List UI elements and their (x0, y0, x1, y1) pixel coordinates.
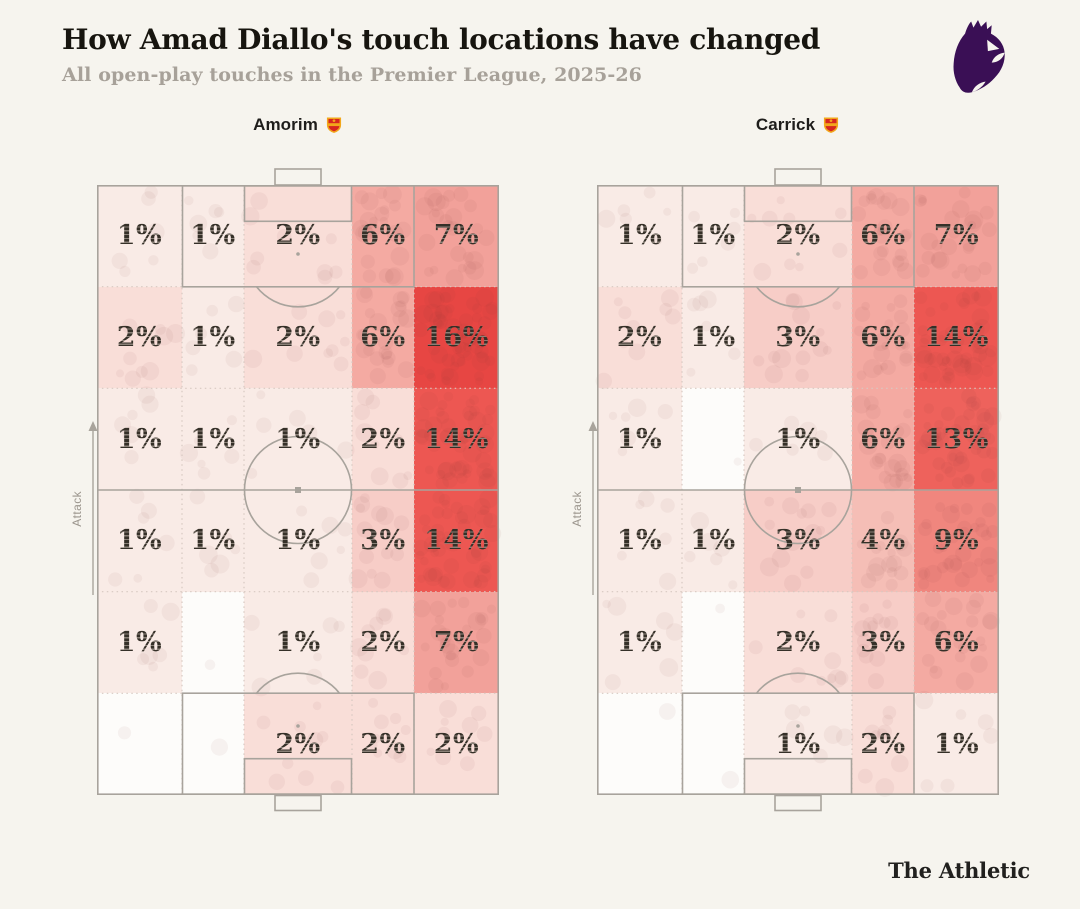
heat-cell (352, 185, 414, 287)
heat-cell (97, 185, 182, 287)
heat-cell (244, 490, 352, 592)
heat-cell (352, 490, 414, 592)
heat-cell (597, 286, 682, 389)
pitch-panel-carrick: Carrick Attack 1%1%2%6%7%2%1%3%6%14%1%1%… (570, 112, 1002, 812)
pitch-panel-amorim: Amorim Attack 1%1%2%6%7%2%1%2%6%16%1%1%1… (70, 112, 502, 812)
heat-cell (97, 286, 182, 389)
heat-cell (744, 490, 852, 592)
heat-cell (914, 591, 999, 694)
heat-cell (182, 388, 244, 490)
heat-cell (597, 693, 682, 795)
heat-cell (682, 693, 744, 795)
heat-cell (352, 388, 414, 490)
pitch-markings (597, 168, 999, 812)
heat-cell (744, 185, 852, 287)
pitch-header-carrick: Carrick (597, 112, 999, 138)
manchester-united-crest-icon (326, 117, 341, 134)
heat-cell (352, 286, 414, 389)
heat-cell (682, 185, 744, 287)
heat-cell (597, 490, 682, 592)
heat-cell (244, 693, 352, 795)
heat-cell (182, 693, 244, 795)
heat-cell (97, 591, 182, 694)
heat-cell (182, 591, 244, 694)
attack-direction-label: Attack (70, 491, 84, 527)
heat-cell (182, 185, 244, 287)
heat-cell (244, 388, 352, 490)
heat-cell (682, 286, 744, 389)
heat-cell (352, 693, 414, 795)
heat-cell (852, 185, 914, 287)
heat-cell (852, 693, 914, 795)
pitch-header-amorim: Amorim (97, 112, 499, 138)
heat-cell (914, 185, 999, 287)
attack-direction-label: Attack (570, 491, 584, 527)
heat-cell (852, 286, 914, 389)
touch-dots-layer (595, 186, 1002, 797)
heat-cell (914, 490, 999, 592)
heat-cell (414, 490, 499, 592)
heat-cell (597, 591, 682, 694)
heat-cell (852, 591, 914, 694)
heat-cell (97, 388, 182, 490)
heat-cell (414, 693, 499, 795)
heat-cell (414, 286, 499, 389)
heat-cell (414, 591, 499, 694)
athletic-wordmark: The Athletic (888, 858, 1030, 883)
heat-cell (744, 693, 852, 795)
attack-arrow-icon (588, 421, 598, 595)
heat-cell (244, 591, 352, 694)
premier-league-lion-icon (943, 16, 1013, 100)
pitch-heatmap-carrick: 1%1%2%6%7%2%1%3%6%14%1%1%6%13%1%1%3%4%9%… (595, 168, 1002, 812)
heat-cell (244, 286, 352, 389)
heat-cell (914, 286, 999, 389)
heat-cell (597, 185, 682, 287)
heat-cell (244, 185, 352, 287)
heat-cell (744, 388, 852, 490)
manager-label-amorim: Amorim (253, 115, 318, 134)
heat-cell (914, 693, 999, 795)
attack-arrow-icon (88, 421, 98, 595)
heat-cell (744, 591, 852, 694)
attack-direction-annotation: Attack (570, 420, 599, 598)
heat-cell (414, 185, 499, 287)
heat-cell (852, 490, 914, 592)
page-subtitle: All open-play touches in the Premier Lea… (62, 64, 642, 86)
page-title: How Amad Diallo's touch locations have c… (62, 23, 821, 56)
pitch-heatmap-amorim: 1%1%2%6%7%2%1%2%6%16%1%1%1%2%14%1%1%1%3%… (97, 168, 502, 812)
heat-cell (182, 490, 244, 592)
touch-dots-layer (108, 185, 502, 794)
manchester-united-crest-icon (824, 117, 839, 134)
heat-cell (744, 286, 852, 389)
heat-cell (682, 490, 744, 592)
heat-cell (682, 388, 744, 490)
heat-cell (597, 388, 682, 490)
heat-cell (852, 388, 914, 490)
heat-cell (414, 388, 499, 490)
attack-direction-annotation: Attack (70, 420, 99, 598)
heat-cell (352, 591, 414, 694)
heat-cell (182, 286, 244, 389)
pitch-markings (97, 168, 499, 812)
heat-cell (97, 490, 182, 592)
heat-cell (914, 388, 999, 490)
heat-cell (682, 591, 744, 694)
heat-cell (97, 693, 182, 795)
manager-label-carrick: Carrick (755, 115, 816, 134)
